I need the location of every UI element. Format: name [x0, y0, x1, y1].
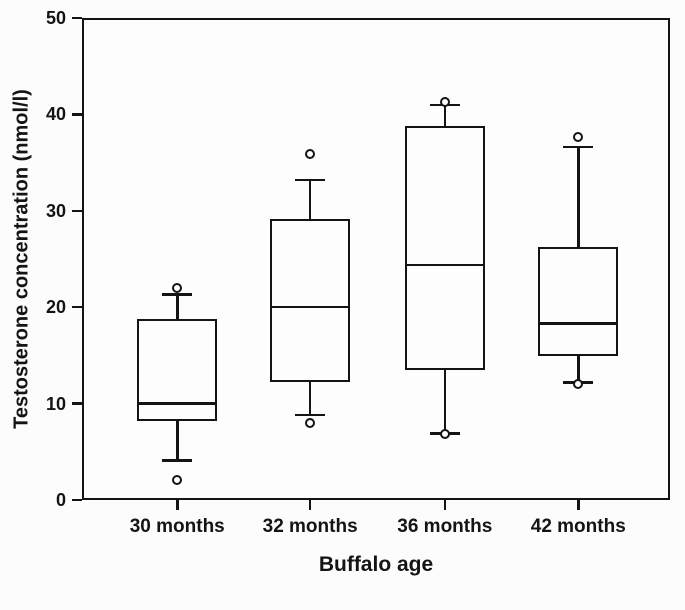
x-axis-title: Buffalo age — [318, 553, 434, 576]
upper-whisker-cap — [162, 293, 193, 296]
lower-whisker-cap — [295, 413, 326, 417]
lower-whisker-cap — [162, 459, 193, 462]
x-axis-tick — [308, 500, 312, 510]
outlier-point — [305, 417, 316, 428]
y-axis-title: Testosterone concentration (nmol/l) — [10, 89, 33, 429]
lower-whisker-line — [443, 369, 447, 434]
median-line — [540, 322, 617, 325]
y-axis-tick — [72, 305, 82, 309]
outlier-point — [573, 131, 584, 142]
upper-whisker-cap — [295, 178, 326, 182]
lower-whisker-line — [176, 420, 179, 461]
y-tick-label: 40 — [45, 104, 66, 125]
boxplot-box — [538, 247, 619, 357]
y-tick-label: 50 — [45, 8, 66, 28]
upper-whisker-cap — [563, 145, 594, 149]
boxplot-box — [137, 318, 218, 421]
x-axis-tick — [577, 500, 580, 510]
outlier-point — [439, 96, 450, 107]
upper-whisker-line — [577, 147, 580, 248]
x-tick-label: 42 months — [530, 516, 626, 537]
outlier-point — [172, 282, 183, 293]
y-axis-tick — [72, 498, 82, 502]
median-line — [272, 305, 349, 309]
upper-whisker-line — [308, 179, 312, 220]
y-tick-label: 20 — [45, 297, 66, 318]
upper-whisker-line — [176, 294, 179, 319]
y-axis-tick — [72, 113, 82, 116]
x-axis-tick — [443, 500, 447, 510]
plot-layer: 0 10 20 30 40 50 30 months 32 months 36 months 42… — [46, 8, 670, 537]
median-line — [406, 263, 483, 267]
boxplot-box — [270, 219, 351, 383]
boxplot-box — [404, 125, 485, 370]
lower-whisker-line — [308, 382, 312, 416]
y-axis-tick — [72, 209, 82, 213]
x-axis-tick — [176, 500, 179, 510]
x-tick-label: 30 months — [129, 516, 225, 537]
y-axis-tick — [72, 16, 82, 20]
y-tick-label: 10 — [45, 393, 66, 414]
outlier-point — [439, 429, 450, 440]
outlier-point — [305, 148, 316, 159]
y-tick-label: 30 — [45, 200, 66, 221]
lower-whisker-line — [577, 356, 580, 383]
x-tick-label: 36 months — [397, 516, 493, 537]
upper-whisker-line — [443, 104, 447, 126]
outlier-point — [172, 474, 183, 485]
median-line — [139, 402, 216, 405]
y-axis-tick — [72, 402, 82, 405]
outlier-point — [573, 379, 584, 390]
y-tick-label: 0 — [55, 490, 66, 510]
x-tick-label: 32 months — [262, 516, 358, 537]
